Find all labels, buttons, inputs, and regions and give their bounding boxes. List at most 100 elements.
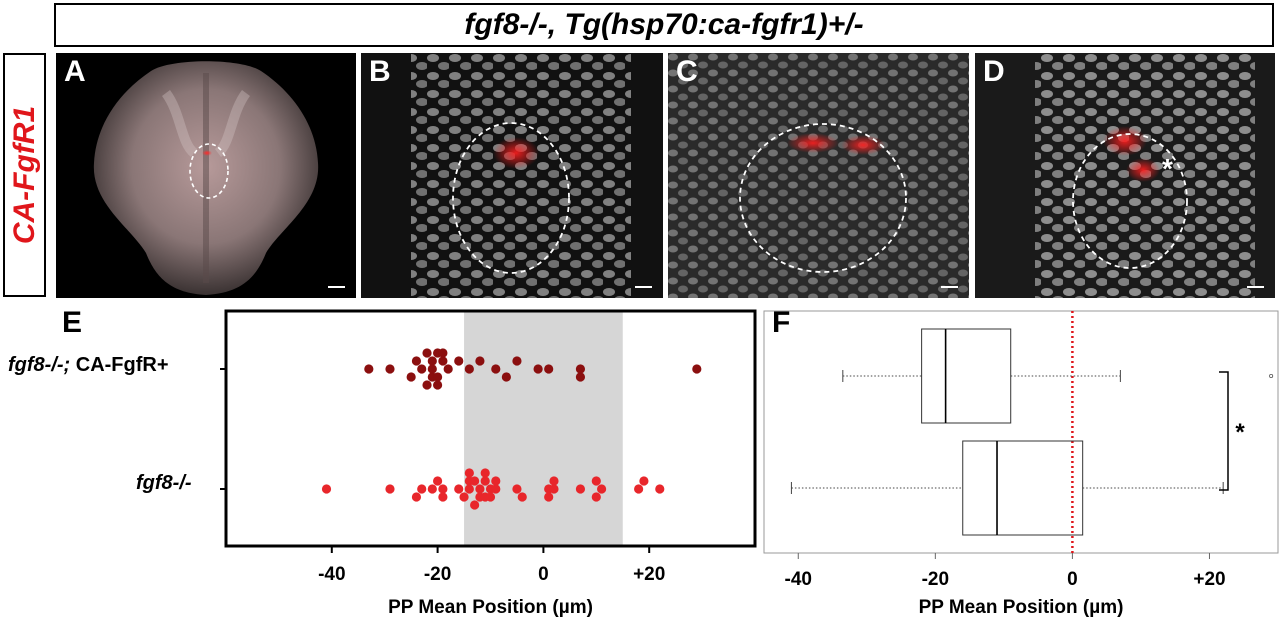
x-axis-title: PP Mean Position (µm)	[919, 597, 1124, 618]
panel-letter-f: F	[772, 306, 791, 339]
x-tick-label: +20	[1193, 569, 1225, 590]
data-point	[480, 468, 490, 478]
significance-asterisk: *	[1235, 419, 1245, 446]
data-point	[517, 492, 527, 502]
data-point	[422, 348, 432, 358]
x-tick-label: -20	[922, 569, 949, 590]
data-point	[364, 364, 374, 374]
data-point	[464, 364, 474, 374]
data-point	[591, 492, 601, 502]
data-point	[321, 484, 332, 494]
row-label-fgf8: fgf8-/-	[136, 472, 192, 495]
data-points	[321, 348, 702, 510]
data-point	[427, 364, 437, 374]
data-point	[544, 364, 554, 374]
data-point	[438, 348, 448, 358]
panel-letter-b: B	[369, 55, 391, 88]
data-point	[433, 476, 443, 486]
nuclei-section-image	[668, 53, 969, 298]
figure-title: fgf8-/-, Tg(hsp70:ca-fgfr1)+/-	[54, 3, 1274, 47]
x-tick-label: 0	[1067, 569, 1078, 590]
scatter-chart-e: -40 -20 0 +20 PP Mean Position (µm)	[220, 309, 757, 618]
image-panel-a: A	[56, 53, 356, 298]
data-point	[475, 356, 485, 366]
data-point	[512, 356, 522, 366]
scale-bar	[328, 286, 345, 288]
data-point	[422, 380, 432, 390]
outlier-point	[1269, 373, 1274, 378]
data-point	[480, 476, 490, 486]
x-tick-label: -40	[785, 569, 812, 590]
row-label-ca-fgfr: fgf8-/-; CA-FgfR+	[8, 354, 169, 377]
genotype-italic: fgf8-/-;	[8, 354, 71, 376]
data-point	[591, 476, 601, 486]
data-point	[443, 364, 453, 374]
x-axis-title: PP Mean Position (µm)	[388, 597, 593, 618]
plot-frame	[224, 309, 757, 548]
x-tick-label: +20	[633, 564, 665, 585]
x-tick-label: -20	[424, 564, 451, 585]
data-point	[639, 476, 649, 486]
data-point	[501, 372, 511, 382]
scale-bar	[1247, 286, 1264, 288]
data-point	[438, 484, 448, 494]
box-chart-f: -40 -20 0 +20 * PP Mean Position (µm)	[763, 310, 1279, 618]
panel-letter-c: C	[676, 55, 698, 88]
panel-letter-d: D	[983, 55, 1005, 88]
data-point	[491, 364, 501, 374]
image-panel-b: B	[361, 53, 663, 298]
scale-bar	[941, 286, 958, 288]
nuclei-section-image	[361, 53, 663, 298]
data-point	[433, 380, 443, 390]
image-panel-d: D *	[975, 53, 1275, 298]
data-point	[385, 364, 395, 374]
data-point	[438, 356, 448, 366]
data-point	[470, 476, 480, 486]
panel-letter-a: A	[64, 55, 86, 88]
significance-bracket	[1219, 371, 1229, 491]
data-point	[438, 492, 448, 502]
panel-letter-e: E	[62, 306, 83, 339]
data-point	[454, 356, 464, 366]
data-point	[634, 484, 644, 494]
data-point	[464, 468, 474, 478]
asterisk-annotation: *	[1162, 153, 1173, 184]
data-point	[596, 484, 607, 494]
scale-bar	[635, 286, 652, 288]
data-point	[485, 492, 496, 502]
nuclei-section-image	[975, 53, 1275, 298]
data-point	[417, 364, 427, 374]
shaded-range	[464, 311, 623, 546]
data-point	[411, 356, 422, 366]
data-point	[491, 476, 501, 486]
data-point	[512, 484, 522, 494]
data-point	[575, 364, 586, 374]
box	[962, 440, 1084, 536]
x-tick-label: -40	[318, 564, 345, 585]
genotype-italic: fgf8-/-	[136, 472, 192, 494]
data-point	[655, 484, 665, 494]
side-label-box: CA-FgfR1	[3, 53, 46, 297]
plot-frame	[763, 310, 1279, 554]
data-point	[411, 492, 422, 502]
data-point	[544, 492, 554, 502]
data-point	[427, 356, 437, 366]
data-point	[692, 364, 702, 374]
embryo-dorsal-image	[93, 61, 319, 295]
box	[921, 328, 1012, 424]
data-point	[549, 484, 559, 494]
transgene-label: CA-FgfR+	[70, 354, 169, 376]
data-point	[491, 484, 501, 494]
data-point	[417, 484, 427, 494]
x-axis: -40 -20 0 +20	[785, 553, 1226, 590]
data-point	[427, 484, 437, 494]
data-point	[575, 484, 586, 494]
image-panel-c: C	[668, 53, 969, 298]
data-point	[385, 484, 395, 494]
data-point	[464, 484, 474, 494]
data-point	[470, 500, 480, 510]
data-point	[575, 372, 586, 382]
data-point	[454, 484, 464, 494]
data-point	[549, 476, 559, 486]
